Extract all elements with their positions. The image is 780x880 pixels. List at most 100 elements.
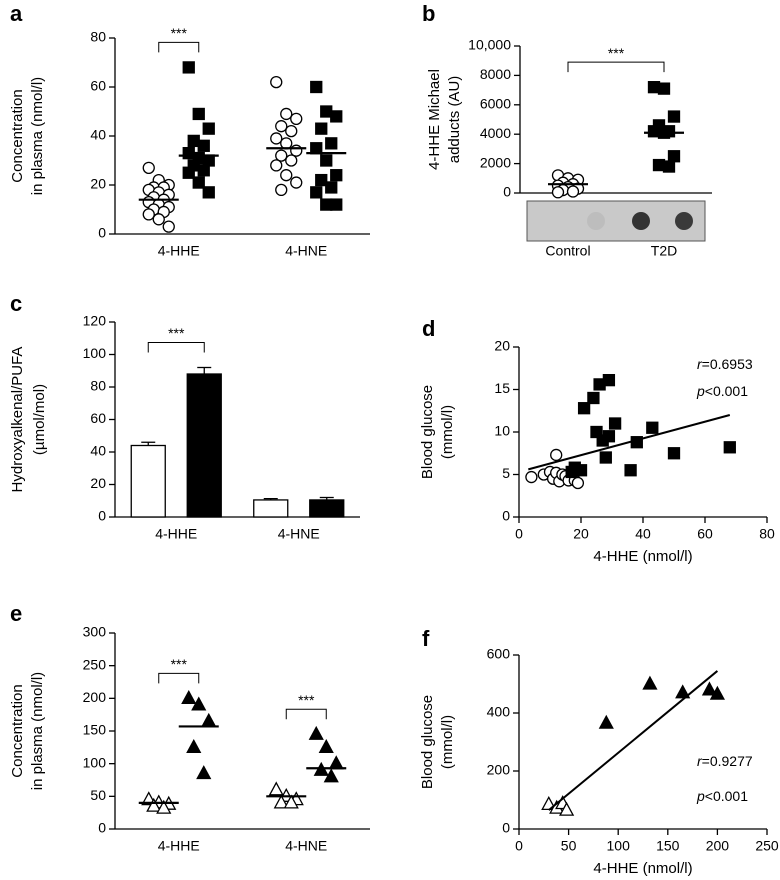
y-tick-label: 80 [90,378,106,394]
y-tick-label: 20 [494,338,510,354]
data-point [192,176,205,189]
data-point [182,61,195,74]
data-point [290,176,303,189]
x-tick-label: 200 [706,838,730,854]
data-point [270,132,283,145]
annotation: r=0.6953 [697,356,753,372]
y-tick-label: 250 [83,656,107,672]
y-tick-label: 50 [90,787,106,803]
y-axis-label: Blood glucose [419,385,436,479]
x-tick-label: 20 [573,526,589,542]
data-point [574,464,588,477]
data-point [152,213,165,226]
panel-label: e [10,601,22,626]
data-point [182,166,195,179]
data-point [647,125,661,138]
data-point [662,160,676,173]
x-tick-label: 50 [561,838,577,854]
x-tick-label: 0 [515,838,523,854]
data-point [275,149,288,162]
data-point [559,801,575,816]
data-point [667,150,681,163]
data-point [602,430,616,443]
significance-label: *** [608,45,625,61]
x-tick-label: 100 [607,838,631,854]
x-tick-label: 4-HNE [285,243,327,259]
x-tick-label: 0 [515,526,523,542]
data-point [270,159,283,172]
data-point [667,447,681,460]
data-point [290,112,303,125]
y-tick-label: 5 [502,465,510,481]
y-tick-label: 10,000 [468,37,511,53]
data-point [191,696,207,711]
y-tick-label: 0 [98,820,106,836]
y-axis-label: Concentration [9,684,26,777]
y-tick-label: 300 [83,624,107,640]
x-tick-label: 4-HHE [158,838,200,854]
significance-bracket [158,672,200,684]
data-point [310,80,323,94]
x-tick-label: 150 [656,838,680,854]
data-point [181,689,197,704]
data-point [320,154,333,167]
panel-label: c [10,291,22,316]
y-tick-label: 0 [503,184,511,200]
y-tick-label: 60 [90,410,106,426]
y-tick-label: 40 [90,127,106,143]
data-point [280,107,293,121]
y-tick-label: 15 [494,380,510,396]
data-point [202,186,215,199]
significance-label: *** [168,325,185,341]
data-point [701,681,718,696]
y-tick-label: 2000 [480,154,511,170]
data-point [268,781,284,796]
y-tick-label: 120 [83,313,107,329]
data-point [330,198,343,211]
data-point [598,714,614,729]
data-point [318,738,334,753]
data-point [723,441,736,454]
significance-label: *** [171,656,188,672]
data-point [590,425,603,439]
y-tick-label: 8000 [480,66,511,82]
data-point [657,82,671,95]
y-tick-label: 100 [83,754,107,770]
x-axis-label: 4-HHE (nmol/l) [593,860,692,877]
data-point [162,220,175,233]
annotation: p<0.001 [696,788,748,804]
x-tick-label: 60 [697,526,713,542]
x-tick-label: 40 [635,526,651,542]
data-point [142,161,155,175]
significance-bracket [147,342,205,353]
data-point [647,81,661,94]
data-point [587,391,600,405]
data-point [566,185,580,198]
x-tick-label: 4-HHE [158,243,200,259]
significance-bracket [567,61,665,73]
y-axis-label: Blood glucose [419,695,436,789]
data-point [550,448,563,462]
y-axis-label: adducts (AU) [446,76,463,164]
data-point [196,765,212,780]
significance-bracket [285,708,327,720]
data-point [308,725,324,740]
data-point [275,183,288,197]
x-tick-label: T2D [651,243,677,259]
significance-label: *** [298,692,315,708]
data-point [571,476,585,490]
data-point [285,124,298,138]
data-point [197,139,210,152]
data-point [328,755,344,770]
blot-spot [587,212,605,230]
y-tick-label: 200 [487,762,511,778]
data-point [624,464,637,477]
data-point [675,684,691,699]
y-tick-label: 20 [90,176,106,192]
y-tick-label: 150 [83,722,107,738]
data-point [646,421,659,434]
data-point [202,122,215,135]
y-axis-label: Hydroxyalkenal/PUFA [9,347,26,493]
data-point [599,451,612,464]
bar [253,499,289,518]
